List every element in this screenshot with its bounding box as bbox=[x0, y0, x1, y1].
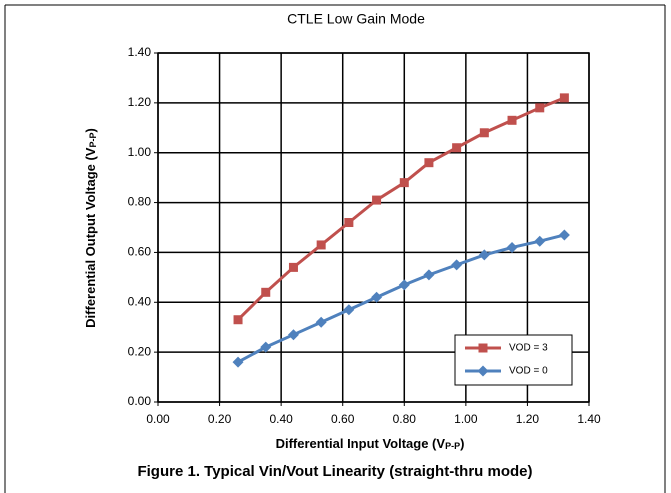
y-tick-label: 0.20 bbox=[128, 344, 152, 358]
x-tick-label: 1.00 bbox=[454, 412, 478, 426]
marker bbox=[398, 279, 410, 291]
y-label-sub: P-P bbox=[88, 133, 98, 148]
y-tick-label: 1.00 bbox=[128, 145, 152, 159]
marker bbox=[506, 241, 518, 253]
y-tick-label: 0.40 bbox=[128, 294, 152, 308]
legend-label: VOD = 0 bbox=[509, 366, 548, 377]
marker bbox=[287, 329, 299, 341]
x-label-sub: P-P bbox=[445, 441, 460, 451]
x-tick-label: 0.80 bbox=[393, 412, 417, 426]
marker bbox=[479, 128, 489, 138]
y-tick-label: 0.00 bbox=[128, 394, 152, 408]
marker bbox=[372, 195, 382, 205]
marker bbox=[316, 240, 326, 250]
marker bbox=[232, 356, 244, 368]
y-axis-label: Differential Output Voltage (VP-P) bbox=[83, 128, 98, 328]
marker bbox=[344, 218, 354, 228]
legend bbox=[454, 334, 573, 386]
x-axis-label: Differential Input Voltage (VP-P) bbox=[276, 436, 465, 451]
x-tick-label: 0.20 bbox=[208, 412, 232, 426]
marker bbox=[343, 304, 355, 316]
y-tick-label: 1.40 bbox=[128, 45, 152, 59]
x-label-text: Differential Input Voltage (V bbox=[276, 436, 446, 451]
chart-title: CTLE Low Gain Mode bbox=[287, 11, 425, 27]
legend-label: VOD = 3 bbox=[509, 343, 548, 354]
marker bbox=[507, 115, 517, 125]
marker bbox=[534, 235, 546, 247]
marker bbox=[260, 341, 272, 353]
x-tick-label: 1.20 bbox=[516, 412, 540, 426]
y-label-text: Differential Output Voltage (V bbox=[83, 147, 98, 328]
x-tick-label: 0.40 bbox=[269, 412, 293, 426]
marker bbox=[315, 316, 327, 328]
marker bbox=[399, 178, 409, 188]
marker bbox=[288, 262, 298, 272]
y-tick-label: 0.80 bbox=[128, 195, 152, 209]
marker bbox=[559, 93, 569, 103]
y-tick-label: 1.20 bbox=[128, 95, 152, 109]
marker bbox=[371, 291, 383, 303]
marker bbox=[424, 158, 434, 168]
x-label-suffix: ) bbox=[460, 436, 464, 451]
marker bbox=[233, 315, 243, 325]
marker bbox=[452, 143, 462, 153]
x-tick-label: 0.00 bbox=[146, 412, 170, 426]
marker bbox=[423, 269, 435, 281]
marker bbox=[535, 103, 545, 113]
legend-marker bbox=[478, 343, 488, 353]
marker bbox=[558, 229, 570, 241]
caption: Figure 1. Typical Vin/Vout Linearity (st… bbox=[137, 463, 532, 480]
legend-marker bbox=[477, 365, 489, 377]
x-tick-label: 1.40 bbox=[577, 412, 601, 426]
marker bbox=[451, 259, 463, 271]
x-tick-label: 0.60 bbox=[331, 412, 355, 426]
y-tick-label: 0.60 bbox=[128, 245, 152, 259]
marker bbox=[261, 287, 271, 297]
marker bbox=[478, 249, 490, 261]
y-label-suffix: ) bbox=[83, 128, 98, 132]
